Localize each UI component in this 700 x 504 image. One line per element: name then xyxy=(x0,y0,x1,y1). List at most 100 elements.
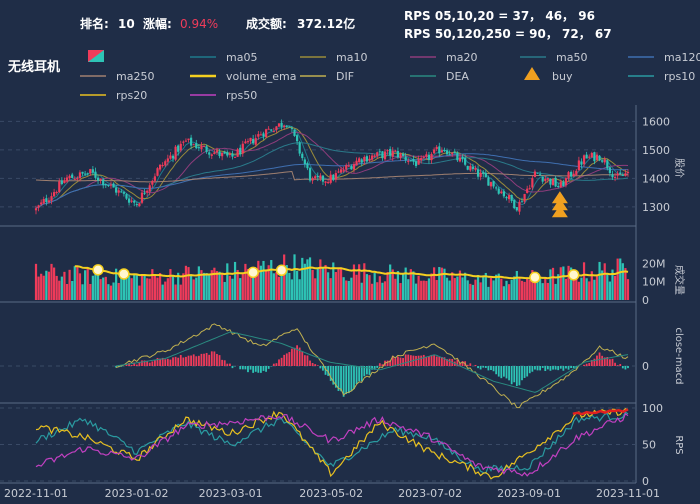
macd-histogram-bar xyxy=(531,366,533,372)
candle xyxy=(265,129,267,138)
rps-axis-label: RPS xyxy=(673,435,684,454)
macd-histogram-bar xyxy=(232,366,234,368)
macd-axis-label: close-macd xyxy=(673,327,684,384)
macd-histogram-bar xyxy=(449,359,451,366)
volume-bar xyxy=(449,281,451,300)
volume-bar xyxy=(218,272,220,300)
macd-histogram-bar xyxy=(560,366,562,369)
volume-bar xyxy=(472,285,474,300)
x-tick-label: 2023-03-01 xyxy=(199,487,263,500)
macd-histogram-bar xyxy=(164,359,166,366)
legend-label: ma120 xyxy=(664,51,700,64)
volume-bar xyxy=(87,268,89,300)
volume-bar xyxy=(81,284,83,300)
volume-bar xyxy=(203,273,205,300)
legend-label: ma05 xyxy=(226,51,257,64)
volume-bar xyxy=(309,257,311,300)
volume-bar xyxy=(565,279,567,300)
volume-bar xyxy=(239,278,241,300)
volume-bar xyxy=(363,263,365,300)
macd-histogram-bar xyxy=(495,366,497,374)
macd-histogram-bar xyxy=(508,366,510,380)
macd-histogram-bar xyxy=(544,366,546,371)
macd-histogram-bar xyxy=(547,366,549,369)
volume-bar xyxy=(542,283,544,300)
volume-bar xyxy=(477,275,479,300)
macd-histogram-bar xyxy=(291,349,293,366)
macd-histogram-bar xyxy=(402,358,404,366)
candle xyxy=(174,145,176,161)
macd-histogram-bar xyxy=(438,357,440,366)
macd-histogram-bar xyxy=(423,355,425,366)
volume-ema-marker xyxy=(569,270,579,280)
x-tick-label: 2023-11-01 xyxy=(596,487,660,500)
volume-bar xyxy=(392,269,394,300)
volume-bar xyxy=(92,276,94,300)
volume-bar xyxy=(560,267,562,300)
volume-bar xyxy=(379,276,381,300)
macd-histogram-bar xyxy=(304,355,306,366)
legend-label: volume_ema xyxy=(226,70,296,83)
volume-bar xyxy=(107,284,109,300)
macd-histogram-bar xyxy=(493,366,495,371)
volume-bar xyxy=(234,262,236,300)
legend-label: rps50 xyxy=(226,89,257,102)
macd-histogram-bar xyxy=(244,366,246,369)
macd-histogram-bar xyxy=(562,366,564,371)
rps-tick-label: 50 xyxy=(642,439,656,452)
volume-bar xyxy=(190,274,192,300)
volume-ema-marker xyxy=(119,269,129,279)
macd-histogram-bar xyxy=(136,365,138,366)
macd-histogram-bar xyxy=(322,366,324,371)
volume-bar xyxy=(617,259,619,300)
volume-bar xyxy=(128,276,130,300)
macd-histogram-bar xyxy=(301,351,303,366)
legend-label: rps10 xyxy=(664,70,695,83)
macd-histogram-bar xyxy=(469,363,471,366)
volume-bar xyxy=(100,279,102,300)
macd-histogram-bar xyxy=(190,356,192,366)
volume-bar xyxy=(604,263,606,300)
volume-bar xyxy=(511,280,513,300)
legend-item-candle xyxy=(88,50,104,62)
macd-histogram-bar xyxy=(500,366,502,378)
x-tick-label: 2023-09-01 xyxy=(497,487,561,500)
volume-axis-label: 成交量 xyxy=(673,265,686,295)
volume-bar xyxy=(614,276,616,300)
macd-histogram-bar xyxy=(154,360,156,366)
volume-bar xyxy=(539,279,541,300)
volume-bar xyxy=(547,283,549,300)
volume-bar xyxy=(322,268,324,300)
volume-bar xyxy=(418,276,420,300)
volume-bar xyxy=(492,280,494,300)
volume-bar xyxy=(270,260,272,300)
price-tick-label: 1300 xyxy=(642,201,670,214)
macd-histogram-bar xyxy=(425,357,427,366)
macd-histogram-bar xyxy=(151,361,153,366)
volume-bar xyxy=(552,268,554,300)
macd-histogram-bar xyxy=(260,366,262,373)
volume-bar xyxy=(123,277,125,300)
volume-bar xyxy=(490,278,492,300)
volume-bar xyxy=(384,281,386,300)
macd-histogram-bar xyxy=(503,366,505,377)
volume-bar xyxy=(627,279,629,300)
volume-bar xyxy=(89,284,91,300)
volume-bar xyxy=(423,281,425,300)
volume-bar xyxy=(154,274,156,300)
volume-bar xyxy=(314,278,316,300)
volume-bar xyxy=(469,284,471,300)
volume-bar xyxy=(394,279,396,300)
macd-histogram-bar xyxy=(485,366,487,368)
volume-bar xyxy=(343,277,345,300)
macd-histogram-bar xyxy=(312,363,314,366)
macd-histogram-bar xyxy=(283,355,285,366)
macd-histogram-bar xyxy=(467,365,469,366)
volume-bar xyxy=(350,278,352,300)
volume-bar xyxy=(505,281,507,300)
volume-bar xyxy=(513,276,515,300)
macd-histogram-bar xyxy=(263,366,265,371)
volume-bar xyxy=(578,282,580,300)
macd-histogram-bar xyxy=(188,356,190,366)
macd-histogram-bar xyxy=(198,356,200,366)
